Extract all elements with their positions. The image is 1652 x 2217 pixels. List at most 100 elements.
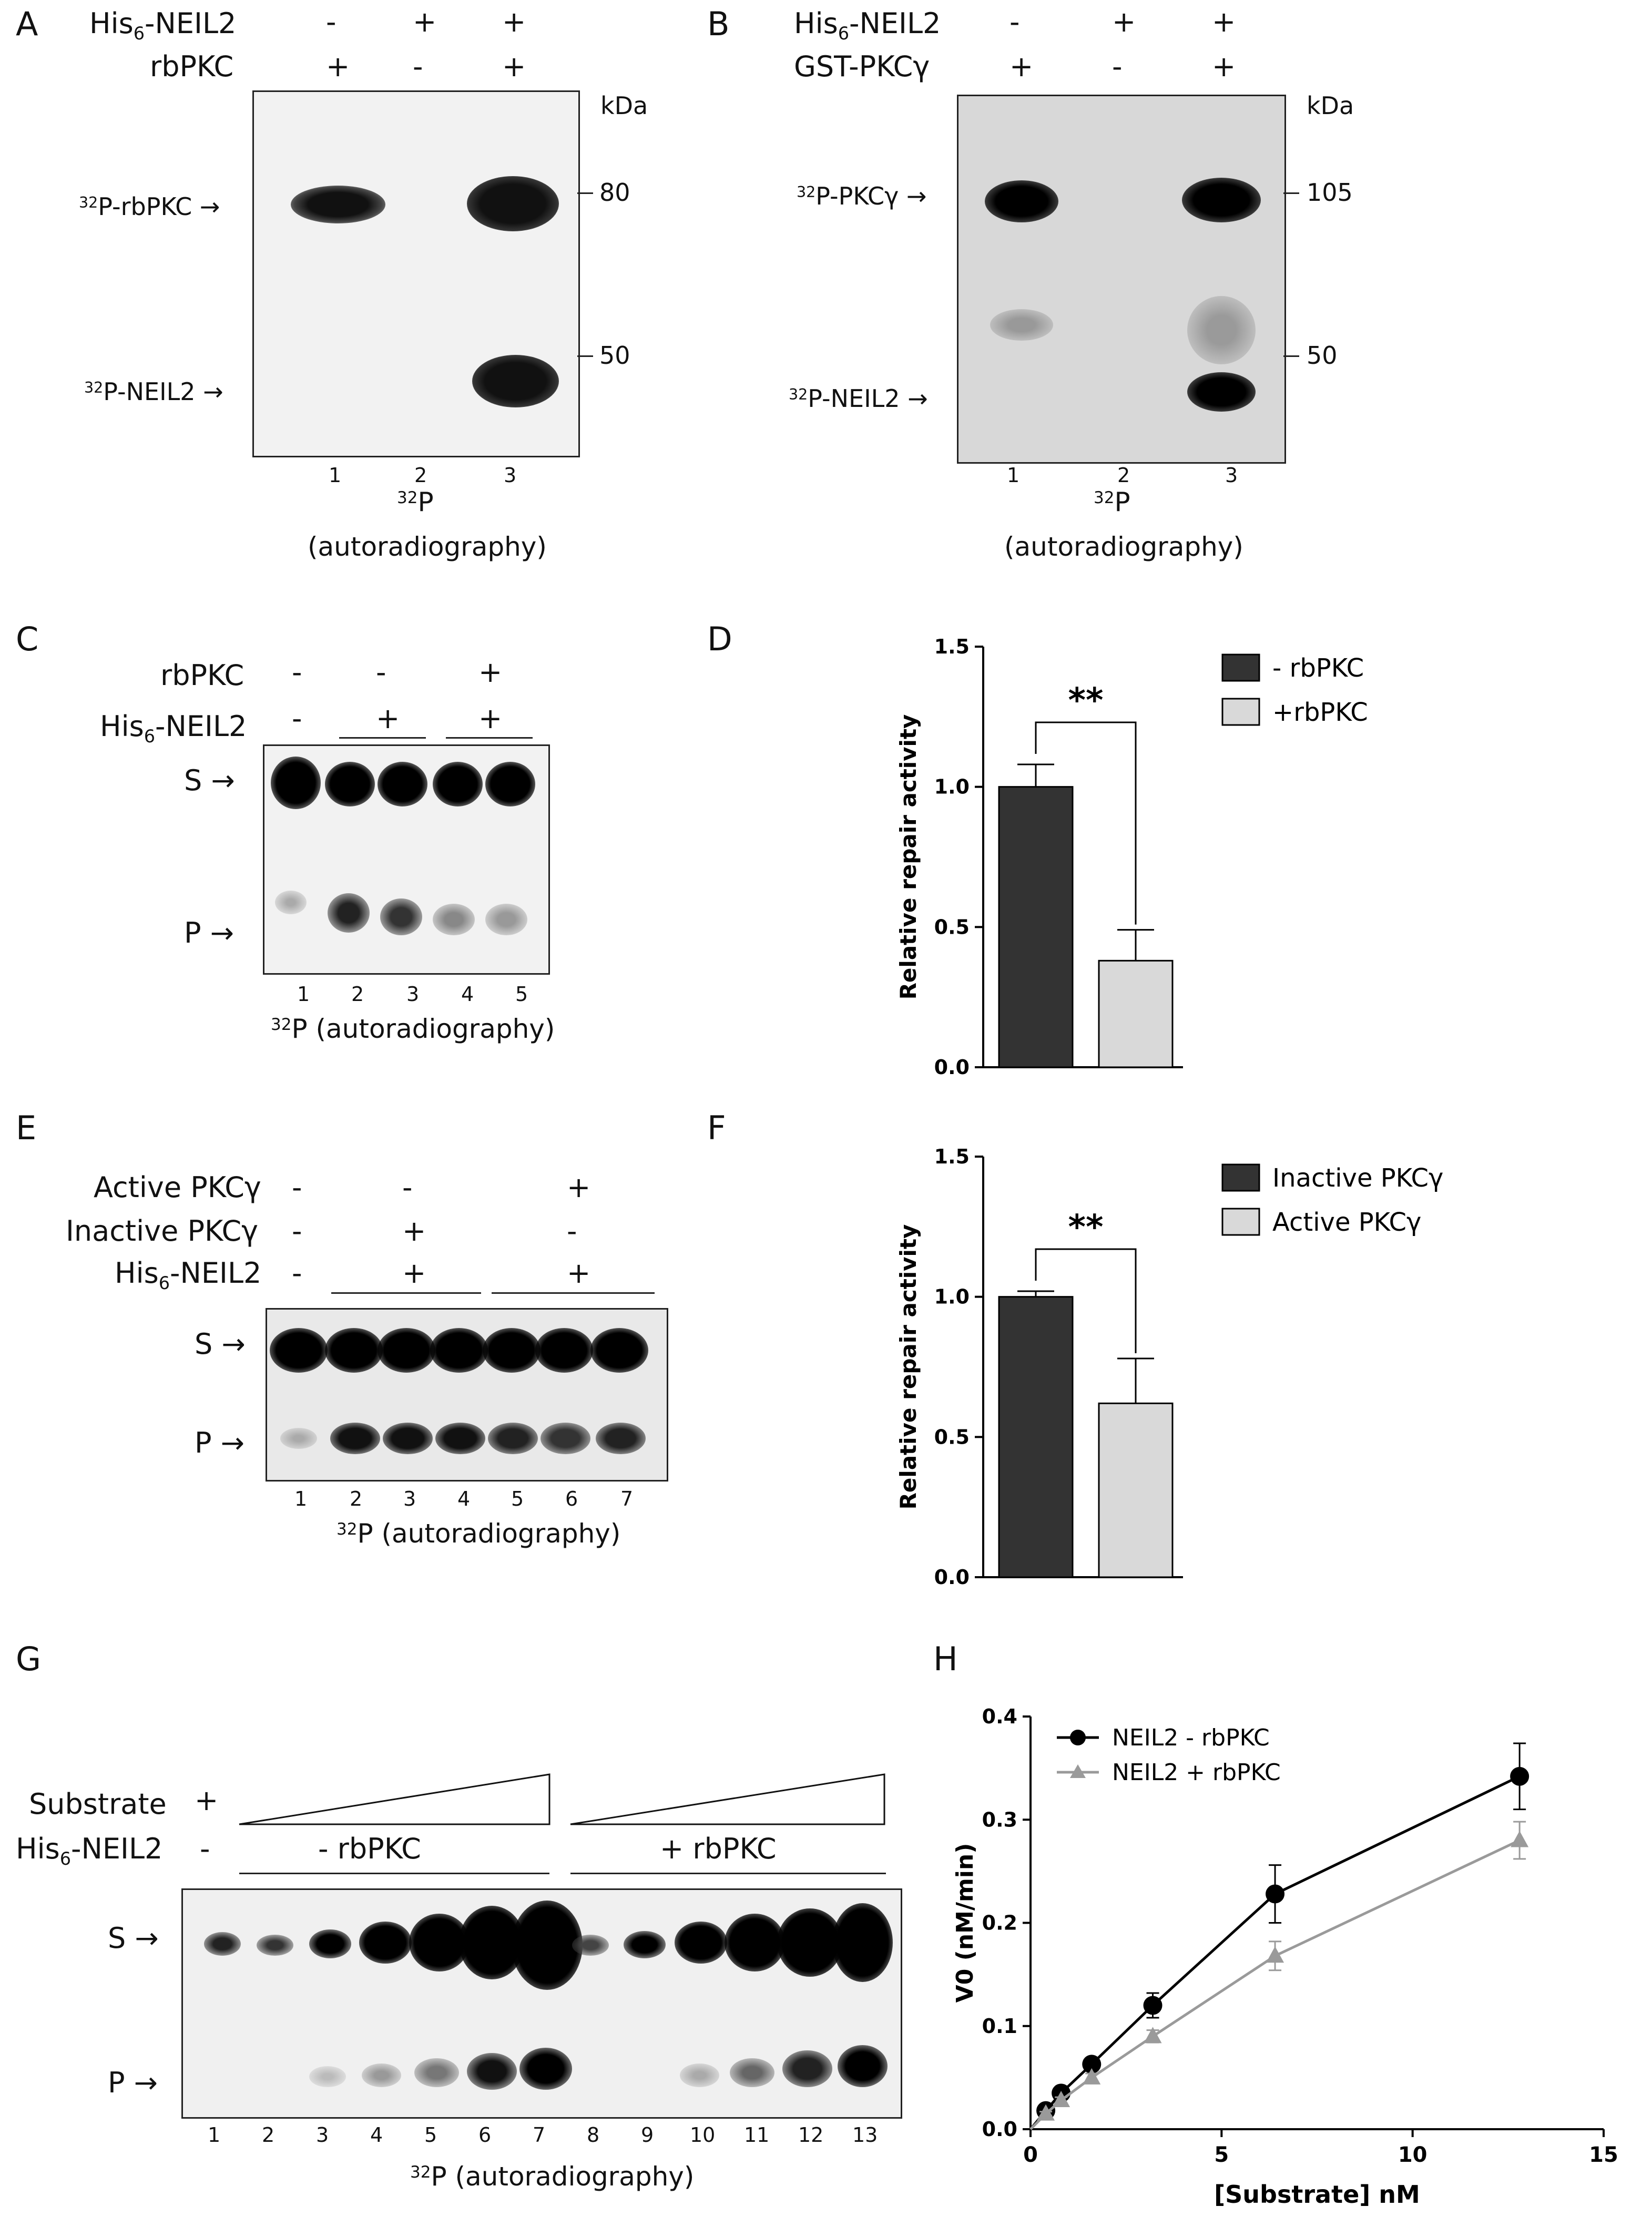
mark: + bbox=[1212, 50, 1236, 83]
row-label-sub: 6 bbox=[144, 726, 156, 747]
gel-band-s bbox=[675, 1922, 727, 1964]
gel-band-p bbox=[362, 2063, 401, 2087]
lane-number: 7 bbox=[533, 2123, 546, 2147]
gel-band-p bbox=[488, 1423, 538, 1454]
bar-chart-d: 0.0 0.5 1.0 1.5 Relative repair activity ** - … bbox=[895, 635, 1368, 1079]
panel-letter-f: F bbox=[707, 1109, 726, 1147]
arrow-icon: → bbox=[220, 1426, 244, 1459]
gradient-wedge bbox=[570, 1773, 885, 1825]
band-text: P bbox=[108, 2066, 125, 2099]
gel-image bbox=[181, 1888, 902, 2119]
gel-band-s bbox=[485, 762, 535, 806]
lane-number: 5 bbox=[424, 2123, 437, 2147]
significance-bracket bbox=[1035, 721, 1137, 925]
caption: 32P (autoradiography) bbox=[271, 1016, 555, 1042]
marker-50: 50 bbox=[1307, 341, 1338, 370]
caption: 32P bbox=[1094, 489, 1130, 515]
legend-label: Inactive PKCγ bbox=[1272, 1163, 1443, 1193]
sup: 32 bbox=[410, 2162, 431, 2182]
marker-tick bbox=[577, 192, 593, 194]
gel-band bbox=[1187, 372, 1256, 412]
gel-band-p bbox=[435, 1423, 485, 1454]
arrow-icon: → bbox=[203, 377, 223, 406]
lane-number: 2 bbox=[414, 464, 427, 487]
gel-band-s bbox=[572, 1935, 609, 1956]
row-label-his-neil2: His6-NEIL2 bbox=[794, 7, 941, 42]
y-axis-label: V0 (nM/min) bbox=[952, 1843, 978, 2003]
mark: - bbox=[1112, 50, 1123, 83]
gel-band bbox=[1182, 178, 1261, 222]
gel-band-s bbox=[309, 1929, 351, 1958]
unit-label: kDa bbox=[600, 91, 648, 120]
lane-number: 1 bbox=[329, 464, 342, 487]
lane-number: 10 bbox=[690, 2123, 716, 2147]
gel-band-s bbox=[624, 1931, 666, 1958]
mark: + bbox=[1112, 5, 1136, 38]
gel-band-p bbox=[541, 1423, 590, 1454]
lane-number: 11 bbox=[744, 2123, 770, 2147]
arrow-icon: → bbox=[210, 916, 234, 949]
band-text: P-NEIL2 bbox=[808, 384, 900, 413]
lane-number: 5 bbox=[515, 983, 528, 1006]
legend-label: Active PKCγ bbox=[1272, 1208, 1421, 1237]
lane-number: 2 bbox=[1117, 464, 1130, 487]
data-point bbox=[1037, 2104, 1055, 2121]
gel-band-s bbox=[378, 762, 427, 806]
lane-number: 1 bbox=[208, 2123, 221, 2147]
gel-image bbox=[957, 95, 1286, 464]
caption-main: P (autoradiography) bbox=[291, 1014, 555, 1044]
mark: + bbox=[376, 702, 400, 735]
row-label-his: His bbox=[794, 7, 838, 40]
band-text: P-PKCγ bbox=[815, 182, 899, 210]
band-label: 32P-rbPKC → bbox=[79, 195, 220, 219]
row-label-rest: -NEIL2 bbox=[145, 7, 237, 40]
lane-number: 6 bbox=[565, 1487, 578, 1510]
lane-number: 4 bbox=[457, 1487, 471, 1510]
gel-band-p bbox=[596, 1423, 646, 1454]
legend-label: - rbPKC bbox=[1272, 653, 1364, 683]
band-label-p: P → bbox=[108, 2069, 158, 2097]
gel-band-p bbox=[680, 2063, 719, 2087]
panel-letter-a: A bbox=[16, 5, 38, 43]
gel-band-s bbox=[270, 1328, 328, 1373]
gel-band-p bbox=[383, 1423, 433, 1454]
legend-label: NEIL2 - rbPKC bbox=[1112, 1724, 1270, 1751]
unit-label: kDa bbox=[1307, 91, 1354, 120]
band-label-p: P → bbox=[195, 1429, 244, 1457]
arrow-icon: → bbox=[906, 182, 927, 210]
bar bbox=[1098, 1402, 1174, 1578]
y-tick-label: 0.0 bbox=[934, 1056, 970, 1079]
lane-number: 2 bbox=[351, 983, 364, 1006]
gel-band bbox=[472, 355, 559, 407]
caption: 32P (autoradiography) bbox=[410, 2163, 694, 2190]
lane-number: 2 bbox=[262, 2123, 275, 2147]
marker-tick bbox=[1283, 192, 1299, 194]
mark: - bbox=[567, 1214, 577, 1248]
band-text: S bbox=[108, 1922, 126, 1955]
y-axis-label: Relative repair activity bbox=[895, 714, 921, 1000]
lane-number: 1 bbox=[1007, 464, 1020, 487]
legend-swatch bbox=[1221, 698, 1260, 726]
gel-image bbox=[263, 744, 550, 975]
group-line bbox=[239, 1873, 549, 1874]
gel-band-s bbox=[325, 762, 375, 806]
gel-band-s bbox=[535, 1328, 593, 1373]
y-tick-label: 1.5 bbox=[934, 1145, 970, 1168]
data-point bbox=[1052, 2091, 1070, 2108]
lane-number: 7 bbox=[620, 1487, 634, 1510]
row-label-gst-pkc: GST-PKCγ bbox=[794, 50, 930, 83]
legend-marker bbox=[1070, 1730, 1086, 1745]
lane-number: 3 bbox=[403, 1487, 416, 1510]
row-label-active-pkc: Active PKCγ bbox=[94, 1171, 261, 1204]
lane-number: 3 bbox=[1225, 464, 1238, 487]
panel-letter-g: G bbox=[16, 1640, 42, 1678]
lane-number: 5 bbox=[511, 1487, 524, 1510]
y-tick-label: 0.4 bbox=[982, 1705, 1017, 1728]
mark: + bbox=[413, 5, 437, 38]
x-axis-label: [Substrate] nM bbox=[1214, 2180, 1420, 2209]
y-tick-label: 0.2 bbox=[982, 1912, 1017, 1935]
band-label: 32P-NEIL2 → bbox=[789, 386, 928, 411]
significance-bracket bbox=[1035, 1248, 1137, 1353]
panel-letter-c: C bbox=[16, 620, 39, 658]
data-point bbox=[1510, 1766, 1529, 1786]
